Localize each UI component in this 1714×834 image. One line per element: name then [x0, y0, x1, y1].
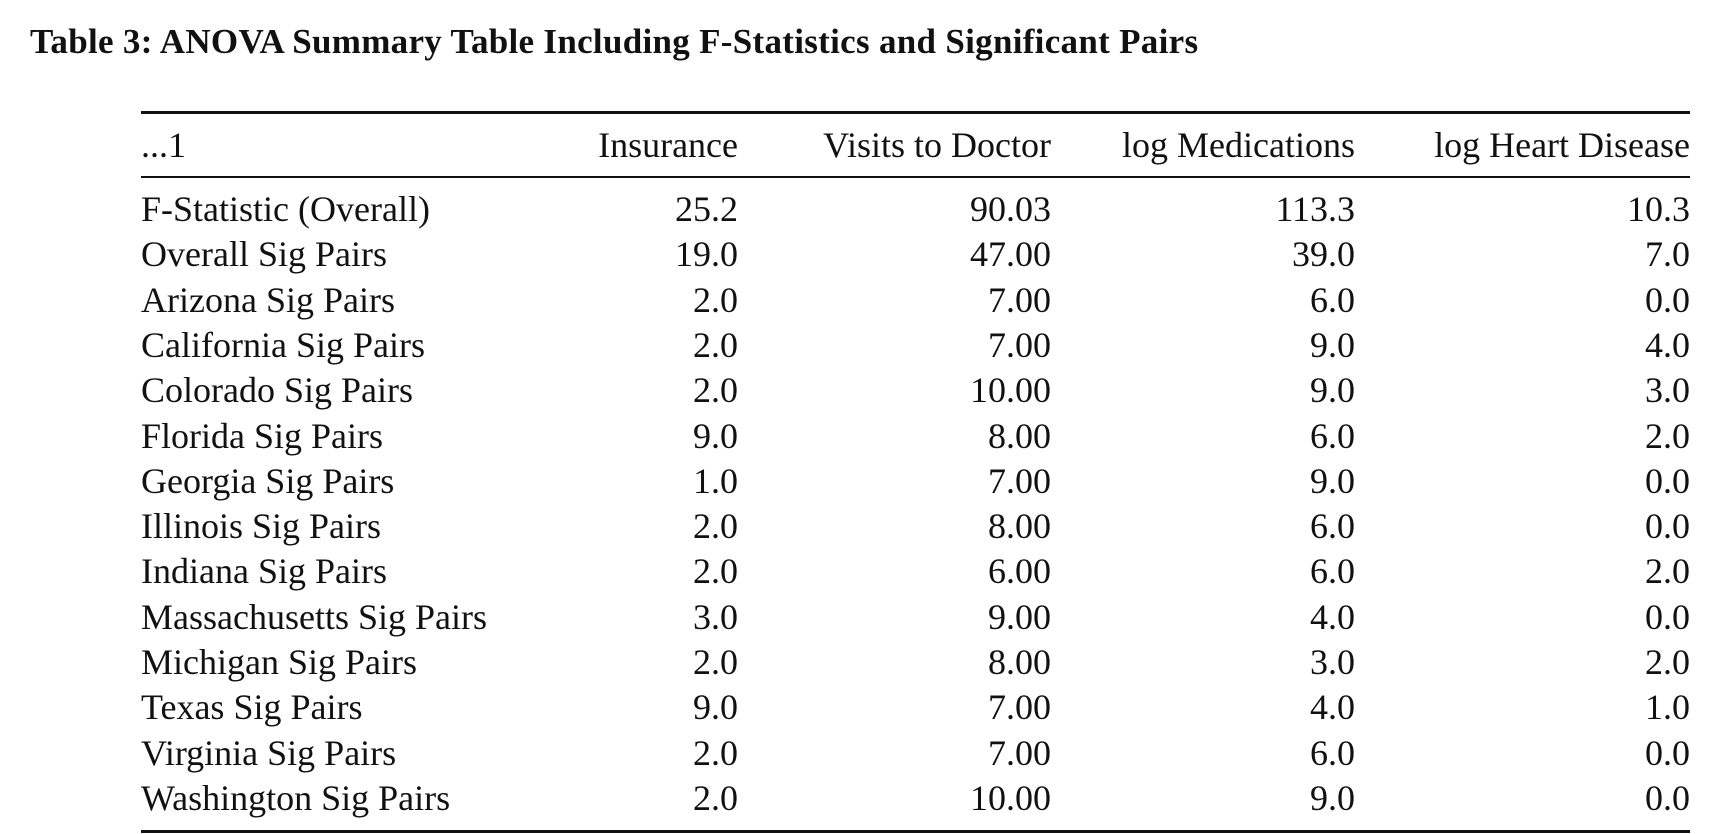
table-cell: 2.0 — [693, 279, 738, 320]
table-cell: 9.0 — [693, 415, 738, 456]
table-cell: 0.0 — [1645, 279, 1690, 320]
table-cell: 8.00 — [988, 642, 1051, 682]
column-header: Insurance — [598, 125, 738, 165]
table-cell: 0.0 — [1645, 732, 1690, 773]
table-cell: 2.0 — [693, 642, 738, 682]
table-cell: 1.0 — [693, 460, 738, 501]
table-cell: 25.2 — [675, 189, 738, 229]
table-cell: 4.0 — [1645, 324, 1690, 365]
table-cell: 9.0 — [693, 687, 738, 728]
table-cell: 9.0 — [1310, 324, 1355, 365]
table-cell: 3.0 — [1310, 642, 1355, 682]
table-cell: 7.00 — [988, 687, 1051, 728]
column-header: log Heart Disease — [1434, 125, 1690, 165]
row-label: Overall Sig Pairs — [141, 234, 387, 275]
table-cell: 2.0 — [1645, 415, 1690, 456]
table-cell: 8.00 — [988, 415, 1051, 456]
row-label: Texas Sig Pairs — [141, 687, 363, 728]
table-cell: 2.0 — [693, 324, 738, 365]
table-cell: 2.0 — [693, 370, 738, 411]
table-cell: 2.0 — [693, 732, 738, 773]
table-cell: 10.00 — [970, 370, 1051, 411]
table-cell: 2.0 — [1645, 642, 1690, 682]
row-label: Colorado Sig Pairs — [141, 370, 414, 411]
table-cell: 2.0 — [693, 777, 738, 818]
table-cell: 19.0 — [675, 234, 738, 275]
table-cell: 6.0 — [1310, 415, 1355, 456]
table-cell: 6.0 — [1310, 506, 1355, 547]
table-cell: 47.00 — [970, 234, 1051, 275]
row-label: Virginia Sig Pairs — [141, 732, 397, 773]
row-label: Illinois Sig Pairs — [141, 506, 382, 547]
row-label: California Sig Pairs — [141, 324, 425, 365]
table-cell: 1.0 — [1645, 687, 1690, 728]
row-label: Georgia Sig Pairs — [141, 460, 395, 501]
table-cell: 9.0 — [1310, 370, 1355, 411]
table-cell: 10.00 — [970, 777, 1051, 818]
column-header: Visits to Doctor — [823, 125, 1051, 165]
table-cell: 4.0 — [1310, 687, 1355, 728]
table-cell: 3.0 — [1645, 370, 1690, 411]
table-cell: 9.0 — [1310, 460, 1355, 501]
table-cell: 2.0 — [1645, 551, 1690, 592]
table-cell: 6.0 — [1310, 551, 1355, 592]
table-cell: 113.3 — [1275, 189, 1355, 229]
table-cell: 3.0 — [693, 596, 738, 637]
table-cell: 6.0 — [1310, 732, 1355, 773]
table-cell: 7.0 — [1645, 234, 1690, 275]
row-label: Massachusetts Sig Pairs — [141, 596, 487, 637]
top-rule — [141, 111, 1690, 114]
row-label: F-Statistic (Overall) — [141, 189, 430, 229]
table-cell: 0.0 — [1645, 777, 1690, 818]
table-cell: 6.00 — [988, 551, 1051, 592]
table-cell: 7.00 — [988, 732, 1051, 773]
table-title: Table 3: ANOVA Summary Table Including F… — [30, 22, 1199, 61]
table-cell: 4.0 — [1310, 596, 1355, 637]
table-cell: 6.0 — [1310, 279, 1355, 320]
row-label: Arizona Sig Pairs — [141, 279, 395, 320]
table-cell: 9.00 — [988, 596, 1051, 637]
column-header: ...1 — [141, 125, 186, 165]
table-cell: 7.00 — [988, 324, 1051, 365]
bottom-rule — [141, 830, 1690, 833]
table-cell: 7.00 — [988, 460, 1051, 501]
table-cell: 10.3 — [1627, 189, 1690, 229]
table-cell: 0.0 — [1645, 596, 1690, 637]
table-cell: 2.0 — [693, 551, 738, 592]
table-cell: 9.0 — [1310, 777, 1355, 818]
row-label: Washington Sig Pairs — [141, 777, 451, 818]
table-cell: 90.03 — [970, 189, 1051, 229]
mid-rule — [141, 176, 1690, 178]
table-cell: 0.0 — [1645, 506, 1690, 547]
row-label: Michigan Sig Pairs — [141, 642, 417, 682]
table-cell: 7.00 — [988, 279, 1051, 320]
table-cell: 0.0 — [1645, 460, 1690, 501]
column-header: log Medications — [1122, 125, 1355, 165]
row-label: Florida Sig Pairs — [141, 415, 384, 456]
table-cell: 8.00 — [988, 506, 1051, 547]
table-cell: 39.0 — [1292, 234, 1355, 275]
table-cell: 2.0 — [693, 506, 738, 547]
row-label: Indiana Sig Pairs — [141, 551, 387, 592]
